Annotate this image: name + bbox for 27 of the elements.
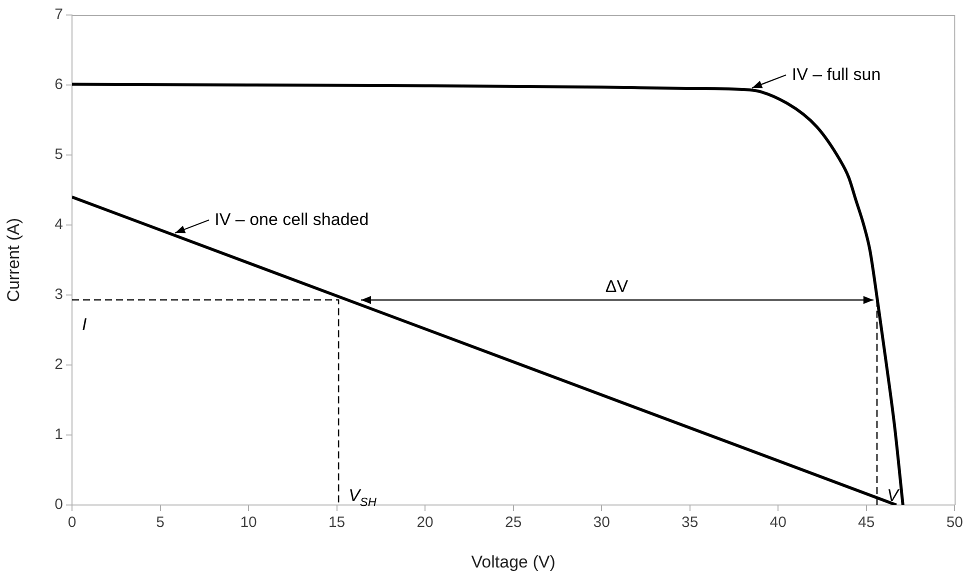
annotation: IV – full sun (792, 64, 881, 84)
y-tick-label: 4 (54, 216, 63, 234)
x-tick-label: 10 (240, 514, 257, 532)
x-tick-label: 5 (156, 514, 164, 532)
x-tick-label: 50 (946, 514, 963, 532)
line-series (72, 82, 904, 505)
x-tick-label: 30 (593, 514, 610, 532)
y-tick-label: 5 (54, 146, 63, 164)
x-tick-label: 20 (416, 514, 434, 532)
x-tick-label: 35 (682, 514, 698, 532)
annotation: I (82, 314, 87, 334)
x-tick-label: 0 (68, 514, 76, 532)
y-tick-label: 1 (54, 426, 63, 444)
annotation: IV – one cell shaded (214, 210, 369, 229)
y-tick-label: 3 (54, 286, 63, 304)
y-tick-label: 7 (54, 6, 63, 24)
x-tick-label: 25 (504, 514, 522, 532)
y-tick-label: 2 (54, 356, 63, 374)
x-tick-label: 40 (770, 514, 786, 532)
y-axis-title: Current (A) (4, 218, 23, 302)
annotation: V (886, 486, 900, 505)
x-tick-label: 45 (858, 514, 875, 532)
x-tick-label: 15 (328, 514, 346, 532)
annotation: ΔV (605, 276, 629, 296)
y-tick-label: 6 (54, 76, 63, 94)
x-axis-title: Voltage (V) (471, 552, 556, 572)
y-tick-label: 0 (54, 496, 63, 514)
